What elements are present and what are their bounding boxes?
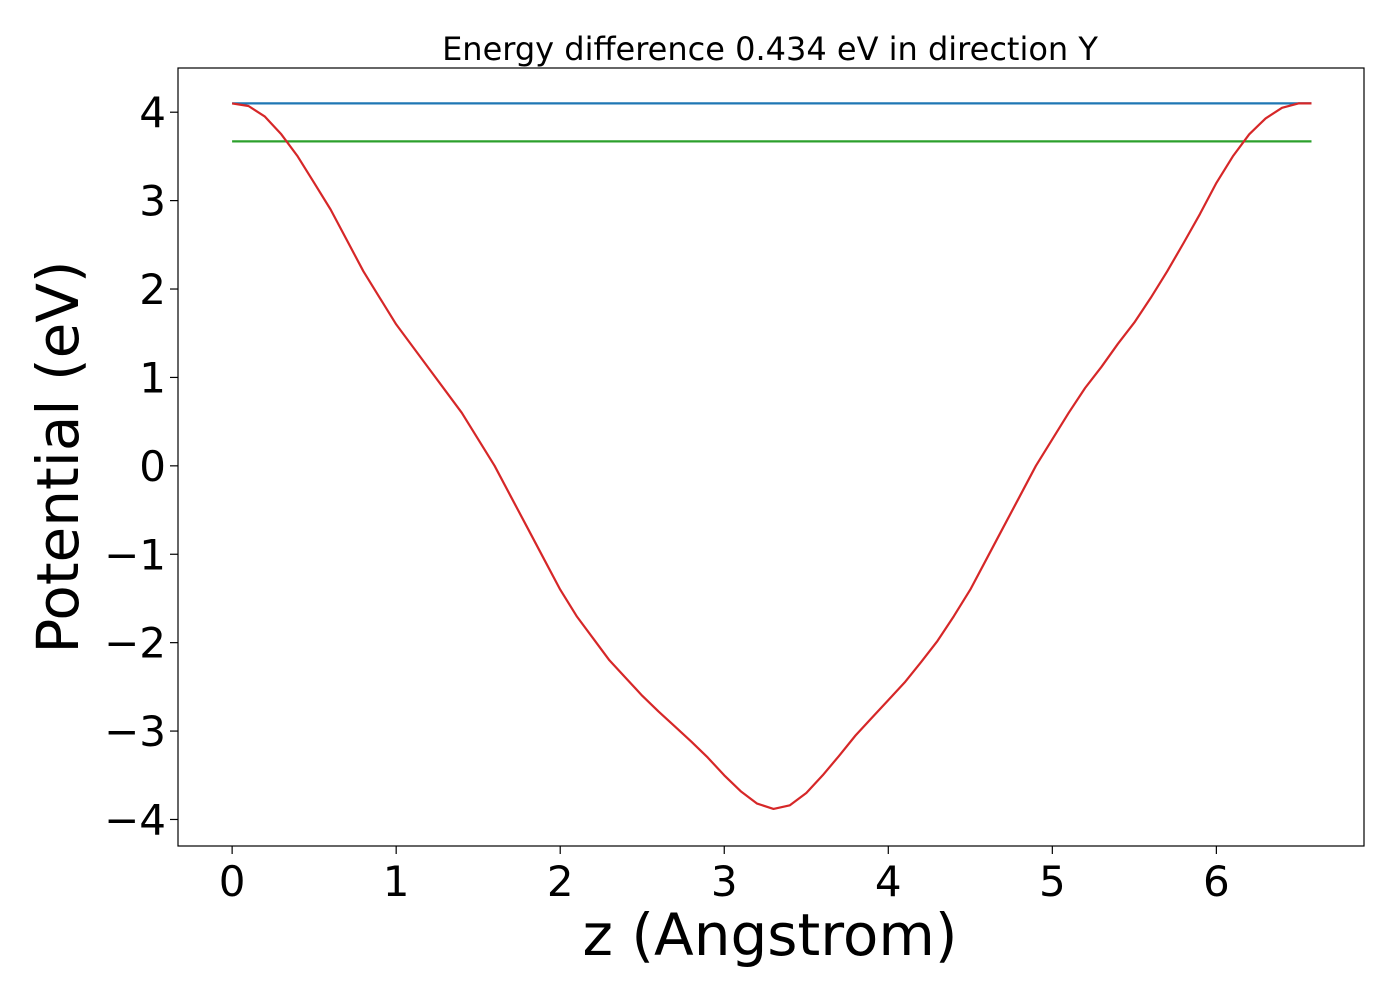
plot-frame (177, 67, 1365, 847)
x-tick-label: 1 (383, 857, 410, 906)
x-tick-label: 6 (1203, 857, 1230, 906)
x-tick-label: 4 (875, 857, 902, 906)
x-tick-label: 2 (547, 857, 574, 906)
y-tick-label: −3 (104, 707, 166, 756)
y-axis-ticks: −4 −3 −2 −1 0 1 2 3 4 (104, 88, 178, 844)
series-layer (231, 102, 1312, 811)
y-tick-label: −2 (104, 619, 166, 668)
x-tick-label: 5 (1039, 857, 1066, 906)
y-tick-label: 2 (139, 265, 166, 314)
y-tick-label: 3 (139, 177, 166, 226)
y-tick-label: −4 (104, 795, 166, 844)
y-tick-label: 1 (139, 353, 166, 402)
y-tick-label: 4 (139, 88, 166, 137)
y-tick-label: 0 (139, 442, 166, 491)
y-axis-label: Potential (eV) (24, 260, 92, 653)
y-tick-label: −1 (104, 530, 166, 579)
x-tick-label: 3 (711, 857, 738, 906)
chart-title: Energy difference 0.434 eV in direction … (442, 30, 1098, 68)
x-axis-ticks: 0 1 2 3 4 5 6 (219, 846, 1230, 906)
series-line-2 (231, 102, 1312, 811)
x-tick-label: 0 (219, 857, 246, 906)
x-axis-label: z (Angstrom) (583, 901, 958, 969)
